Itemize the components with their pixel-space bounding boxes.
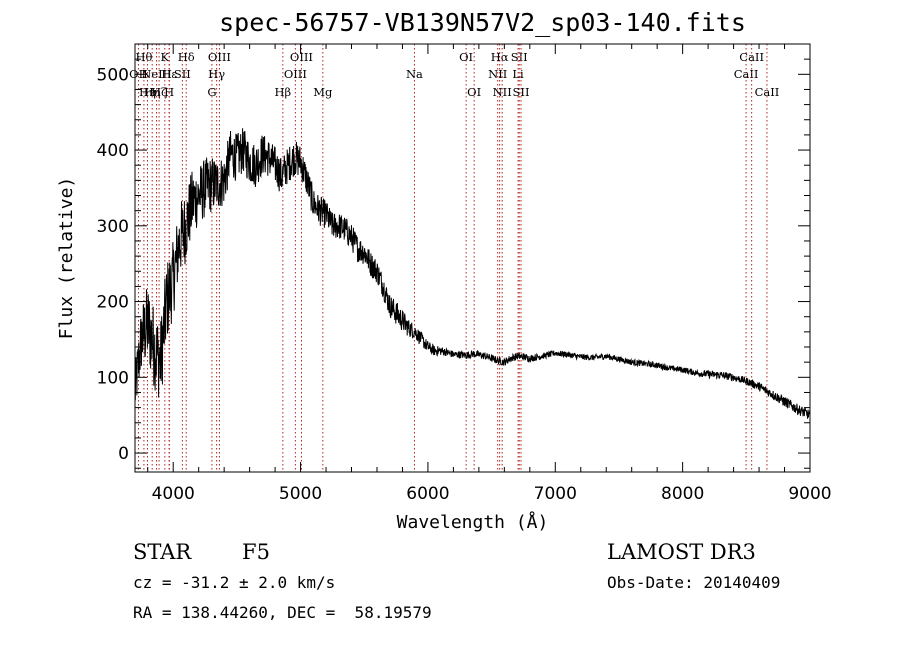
line-label: Hα [491, 50, 509, 64]
line-label: Li [512, 67, 524, 81]
line-label: NII [493, 85, 512, 99]
y-tick-label: 500 [97, 65, 129, 85]
line-label: CaII [755, 85, 780, 99]
line-label: OIII [284, 67, 307, 81]
line-label: OI [459, 50, 473, 64]
line-label: CaII [734, 67, 759, 81]
line-label: CaII [739, 50, 764, 64]
y-tick-label: 300 [97, 217, 129, 237]
coordinates-text: RA = 138.44260, DEC = 58.19579 [133, 603, 432, 622]
plot-frame [134, 43, 811, 473]
line-label: Hβ [275, 85, 292, 99]
line-label: SII [511, 50, 528, 64]
line-label: Hδ [178, 50, 195, 64]
line-label: K [161, 50, 170, 64]
y-tick-label: 0 [118, 444, 129, 464]
line-label: OIII [290, 50, 313, 64]
x-tick-label: 5000 [279, 484, 322, 504]
object-class: STAR [133, 540, 192, 564]
chart-title: spec-56757-VB139N57V2_sp03-140.fits [219, 8, 746, 37]
obs-date-text: Obs-Date: 20140409 [607, 573, 781, 592]
redshift-text: cz = -31.2 ± 2.0 km/s [133, 573, 336, 592]
object-subclass: F5 [242, 540, 270, 564]
line-label: NeIII [141, 67, 172, 81]
x-tick-label: 9000 [788, 484, 831, 504]
line-label: NII [488, 67, 507, 81]
line-label: SII [513, 85, 530, 99]
line-label: Na [406, 67, 423, 81]
line-label: Hγ [208, 67, 225, 81]
x-axis-label: Wavelength (Å) [397, 511, 549, 533]
spectrum-line [134, 128, 811, 419]
y-axis-label: Flux (relative) [56, 177, 77, 340]
y-tick-label: 100 [97, 368, 129, 388]
line-label: OI [467, 85, 481, 99]
line-label: Mg [313, 85, 333, 99]
survey-name: LAMOST DR3 [607, 540, 756, 564]
x-tick-label: 4000 [152, 484, 195, 504]
y-tick-label: 400 [97, 141, 129, 161]
line-label: OIII [208, 50, 231, 64]
x-tick-label: 8000 [661, 484, 704, 504]
y-tick-label: 200 [97, 293, 129, 313]
line-label: G [207, 85, 216, 99]
line-label: Hε [161, 67, 177, 81]
x-tick-label: 6000 [406, 484, 449, 504]
line-label: Hθ [135, 50, 152, 64]
line-label: Hζ [151, 85, 167, 99]
x-tick-label: 7000 [534, 484, 577, 504]
line-label: SII [174, 67, 191, 81]
